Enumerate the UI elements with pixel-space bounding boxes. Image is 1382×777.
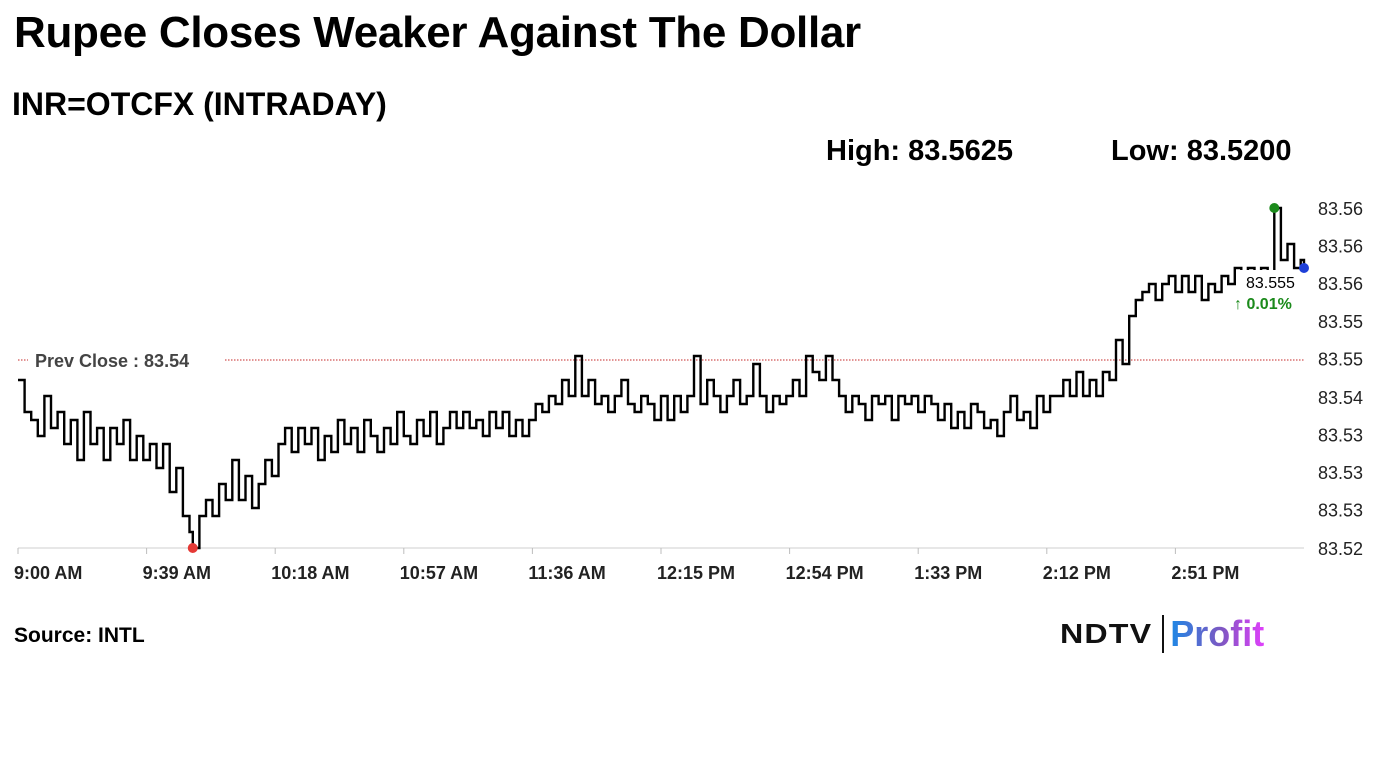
high-stat: High: 83.5625 xyxy=(826,135,1013,167)
y-tick-label: 83.52 xyxy=(1318,539,1363,559)
x-tick-label: 12:15 PM xyxy=(657,563,735,583)
last-value-box xyxy=(1238,270,1304,318)
y-tick-label: 83.55 xyxy=(1318,312,1363,332)
x-tick-label: 12:54 PM xyxy=(786,563,864,583)
x-tick-label: 11:36 AM xyxy=(528,563,605,583)
x-tick-label: 9:00 AM xyxy=(14,563,82,583)
y-tick-label: 83.55 xyxy=(1318,349,1363,369)
logo-separator xyxy=(1162,615,1165,653)
marker-low xyxy=(187,543,198,553)
ndtv-profit-logo: NDTV Profit xyxy=(1060,612,1264,656)
y-tick-label: 83.56 xyxy=(1318,199,1363,219)
price-chart: 9:00 AM 9:39 AM 10:18 AM 10:57 AM 11:36 AM 12… xyxy=(14,199,1363,583)
y-tick-label: 83.54 xyxy=(1318,388,1363,408)
x-tick-label: 10:18 AM xyxy=(271,563,349,583)
x-tick-label: 2:51 PM xyxy=(1171,563,1239,583)
y-tick-label: 83.53 xyxy=(1318,501,1363,521)
y-tick-label: 83.53 xyxy=(1318,425,1363,445)
source-note: Source: INTL xyxy=(14,624,145,647)
x-tick-label: 9:39 AM xyxy=(143,563,211,583)
x-tick-label: 2:12 PM xyxy=(1043,563,1111,583)
last-change-label: ↑ 0.01% xyxy=(1234,296,1292,313)
y-tick-label: 83.56 xyxy=(1318,274,1363,294)
chart-subtitle: INR=OTCFX (INTRADAY) xyxy=(12,86,387,122)
ndtv-wordmark: NDTV xyxy=(1060,618,1153,649)
y-tick-label: 83.56 xyxy=(1318,237,1363,257)
low-stat: Low: 83.5200 xyxy=(1111,135,1292,167)
x-tick-label: 1:33 PM xyxy=(914,563,982,583)
profit-wordmark: Profit xyxy=(1170,613,1265,654)
marker-high xyxy=(1269,203,1280,213)
x-tick-label: 10:57 AM xyxy=(400,563,478,583)
chart-title: Rupee Closes Weaker Against The Dollar xyxy=(14,8,861,57)
prev-close-label: Prev Close : 83.54 xyxy=(35,351,189,371)
last-price-label: 83.555 xyxy=(1246,275,1295,292)
prev-close-label-bg xyxy=(28,347,224,371)
marker-last xyxy=(1299,263,1309,273)
price-line xyxy=(18,206,1306,550)
y-tick-label: 83.53 xyxy=(1318,463,1363,483)
